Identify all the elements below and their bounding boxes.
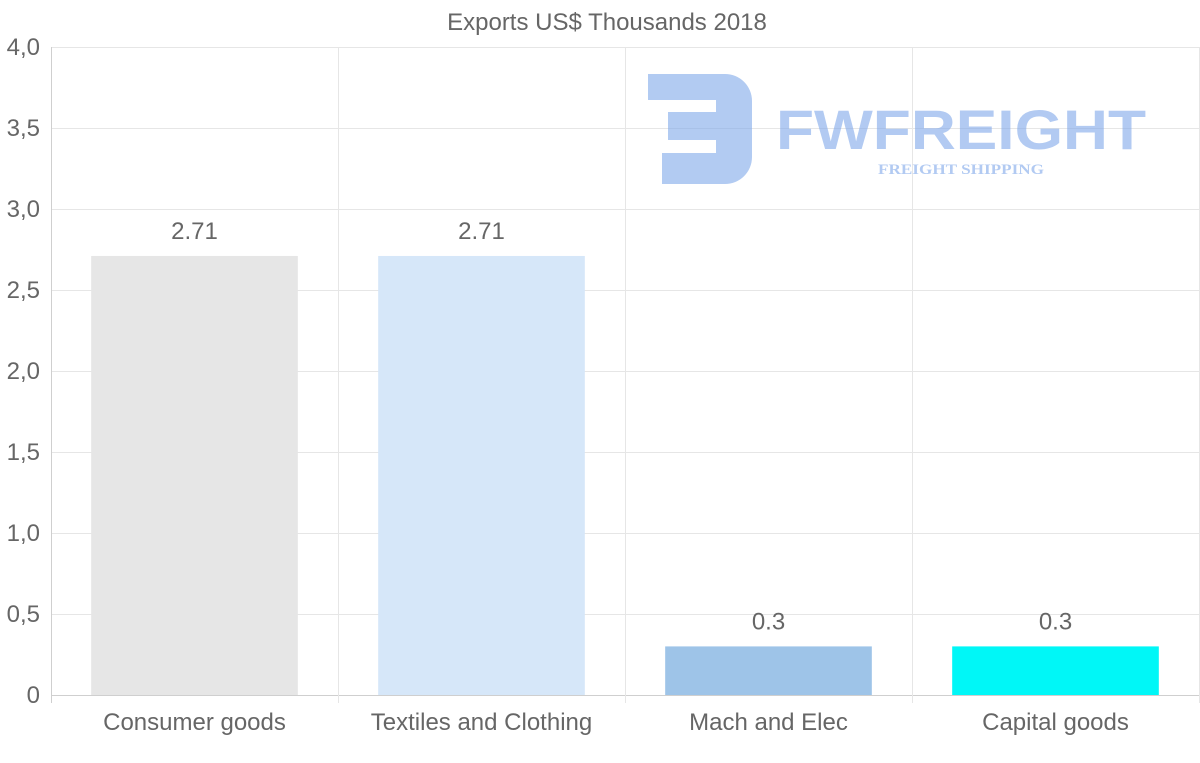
- watermark-tagline: FREIGHT SHIPPING: [878, 162, 1044, 178]
- y-tick-label: 1,5: [7, 439, 40, 466]
- y-tick-label: 3,5: [7, 115, 40, 142]
- y-tick-label: 2,0: [7, 358, 40, 385]
- bar-value-label: 0.3: [1039, 608, 1072, 635]
- bar-textiles-and-clothing: [378, 255, 585, 696]
- x-axis-ticks: Consumer goods Textiles and Clothing Mach …: [103, 709, 1129, 736]
- x-tick-label: Consumer goods: [103, 709, 286, 736]
- fwfreight-watermark: FWFREIGHT FREIGHT SHIPPING: [648, 74, 1146, 184]
- bars: [91, 255, 1159, 696]
- y-axis-ticks: 0 0,5 1,0 1,5 2,0 2,5 3,0 3,5 4,0: [7, 34, 40, 709]
- x-tick-label: Mach and Elec: [689, 709, 848, 736]
- value-labels: 2.71 2.71 0.3 0.3: [171, 218, 1072, 635]
- y-tick-label: 3,0: [7, 196, 40, 223]
- y-tick-label: 2,5: [7, 277, 40, 304]
- fwfreight-logo-icon: [648, 74, 752, 184]
- y-tick-label: 0: [27, 682, 40, 709]
- x-tick-label: Textiles and Clothing: [371, 709, 592, 736]
- bar-value-label: 2.71: [171, 218, 218, 245]
- y-tick-label: 0,5: [7, 601, 40, 628]
- bar-capital-goods: [952, 646, 1159, 695]
- bar-mach-and-elec: [665, 646, 872, 695]
- watermark-brand-name: FWFREIGHT: [776, 98, 1146, 161]
- bar-consumer-goods: [91, 255, 298, 696]
- bar-value-label: 0.3: [752, 608, 785, 635]
- y-tick-label: 4,0: [7, 34, 40, 61]
- chart-title: Exports US$ Thousands 2018: [447, 9, 767, 36]
- bar-value-label: 2.71: [458, 218, 505, 245]
- x-tick-label: Capital goods: [982, 709, 1129, 736]
- y-tick-label: 1,0: [7, 520, 40, 547]
